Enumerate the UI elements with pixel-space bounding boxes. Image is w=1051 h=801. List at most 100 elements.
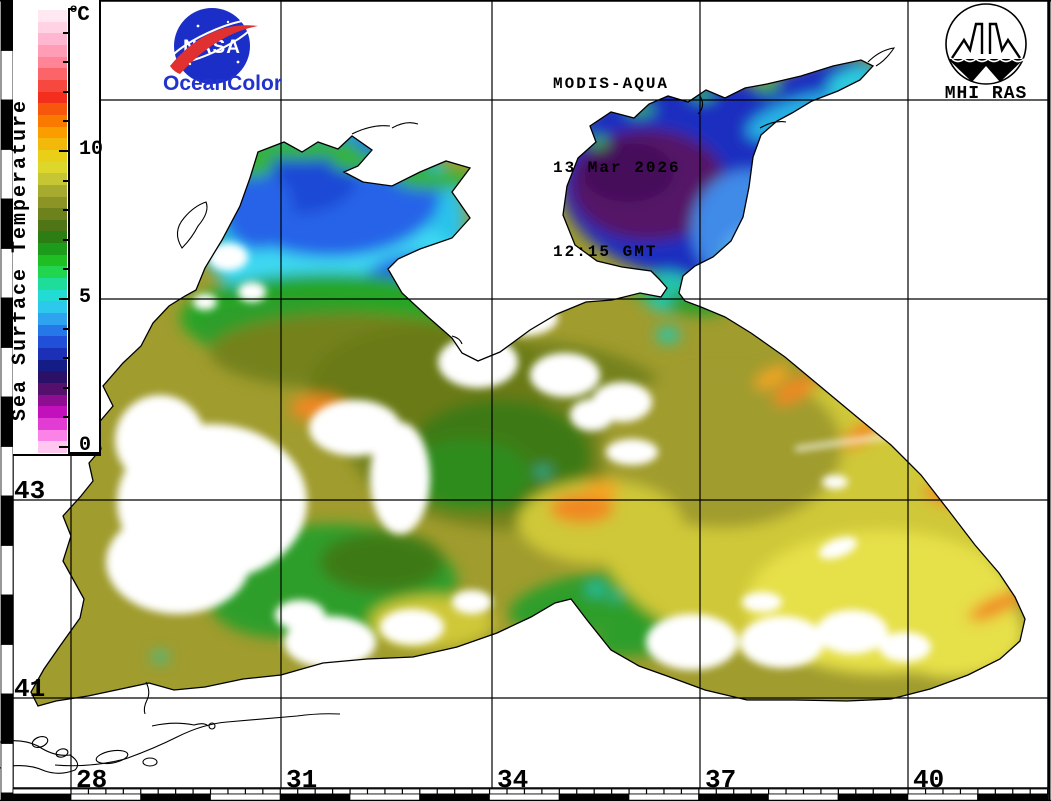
legend-title: Sea Surface Temperature xyxy=(9,98,32,422)
colorbar-step xyxy=(38,348,67,360)
zebra-left-block xyxy=(0,743,14,794)
graticule xyxy=(12,0,1049,789)
colorbar-step xyxy=(38,56,67,69)
legend-tick-label: 5 xyxy=(79,286,92,309)
legend-minor-tick xyxy=(63,268,69,271)
coastline xyxy=(30,59,1026,707)
legend-axis-top-tick xyxy=(68,8,75,10)
acquisition-info: MODIS-AQUA 13 Mar 2026 12:15 GMT xyxy=(553,14,681,322)
colorbar-step xyxy=(38,359,67,372)
lon-label-31: 31 xyxy=(286,765,318,795)
colorbar-step xyxy=(38,429,67,442)
colorbar-step xyxy=(38,149,67,162)
oceancolor-wordmark: OceanColor xyxy=(162,72,283,95)
zebra-left-block xyxy=(0,594,14,645)
lat-label-41: 41 xyxy=(14,674,46,704)
azov-spits xyxy=(697,95,787,129)
colorbar-step xyxy=(38,161,67,174)
legend-major-tick xyxy=(59,446,69,448)
coast-details xyxy=(0,47,896,774)
dniester-liman xyxy=(176,201,208,249)
lon-label-28: 28 xyxy=(76,765,108,795)
colorbar-step xyxy=(38,91,67,104)
colorbar-step xyxy=(38,266,67,279)
zebra-bottom-block xyxy=(13,794,71,801)
colorbar-step xyxy=(38,68,67,80)
legend-minor-tick xyxy=(63,357,69,360)
marmara-north-coast xyxy=(0,740,79,774)
legend-tick-label: 0 xyxy=(79,434,92,457)
legend-panel: 0 5 10 oC xyxy=(13,0,104,457)
colorbar-step xyxy=(38,394,67,407)
legend-minor-tick xyxy=(63,238,69,241)
mhi-emblem-icon xyxy=(945,3,1027,85)
colorbar-step xyxy=(38,103,67,115)
legend-minor-tick xyxy=(63,386,69,389)
bosphorus-strait xyxy=(143,681,150,715)
marmara-south-coast xyxy=(54,713,341,767)
zebra-left-block xyxy=(0,644,14,695)
sensor-name: MODIS-AQUA xyxy=(553,75,670,93)
mhi-ras-logo xyxy=(938,2,1034,106)
legend-minor-tick xyxy=(63,209,69,212)
colorbar-step xyxy=(38,219,67,232)
legend-minor-tick xyxy=(63,31,69,34)
colorbar-step xyxy=(38,196,67,209)
colorbar-step xyxy=(38,231,67,244)
acquisition-date: 13 Mar 2026 xyxy=(553,159,681,177)
colorbar-step xyxy=(38,44,67,57)
lon-label-34: 34 xyxy=(497,765,529,795)
sst-field xyxy=(31,60,1025,706)
colorbar-step xyxy=(38,417,67,430)
colorbar-step xyxy=(38,324,67,337)
legend-axis-line xyxy=(68,8,70,454)
colorbar-step xyxy=(38,383,67,395)
colorbar-step xyxy=(38,278,67,290)
zebra-left-block xyxy=(0,0,14,51)
colorbar-step xyxy=(38,126,67,139)
legend-minor-tick xyxy=(63,61,69,64)
lat-label-43: 43 xyxy=(14,476,46,506)
legend-minor-tick xyxy=(63,327,69,330)
colorbar-step xyxy=(38,406,67,418)
colorbar-step xyxy=(38,184,67,197)
acquisition-time: 12:15 GMT xyxy=(553,243,658,261)
zebra-bottom-rowA xyxy=(12,788,1049,795)
zebra-left-block xyxy=(0,495,14,546)
legend-tick-label: 10 xyxy=(79,138,104,161)
legend-major-tick xyxy=(59,298,69,300)
cloud-gaps xyxy=(106,243,931,670)
colorbar-step xyxy=(38,313,67,325)
legend-axis-bottom-line xyxy=(68,452,99,454)
colorbar-step xyxy=(38,254,67,267)
legend-unit-label: oC xyxy=(70,2,90,27)
zebra-bottom-block xyxy=(1046,793,1049,801)
colorbar-step xyxy=(38,138,67,150)
nasa-logo: NASA xyxy=(150,4,295,100)
sevastopol-bay xyxy=(451,335,463,345)
colorbar-step xyxy=(38,79,67,92)
colorbar-step xyxy=(38,21,67,34)
legend-minor-tick xyxy=(63,416,69,419)
zebra-left-block xyxy=(0,693,14,744)
colorbar-step xyxy=(38,301,67,314)
zebra-left-block xyxy=(0,446,14,497)
don-river xyxy=(867,47,896,67)
lon-label-37: 37 xyxy=(705,765,737,795)
colorbar-step xyxy=(38,336,67,349)
legend-major-tick xyxy=(59,150,69,152)
colorbar-step xyxy=(38,33,67,45)
colorbar-step xyxy=(38,289,67,302)
izmit-gulf xyxy=(151,722,209,727)
colorbar-step xyxy=(38,441,67,453)
legend-minor-tick xyxy=(63,179,69,182)
colorbar-step xyxy=(38,243,67,255)
dnieper-estuary xyxy=(351,122,419,135)
legend-minor-tick xyxy=(63,120,69,123)
nasa-insignia-icon: NASA xyxy=(169,8,258,84)
colorbar-step xyxy=(38,208,67,220)
legend-minor-tick xyxy=(63,90,69,93)
colorbar-step xyxy=(38,10,67,22)
